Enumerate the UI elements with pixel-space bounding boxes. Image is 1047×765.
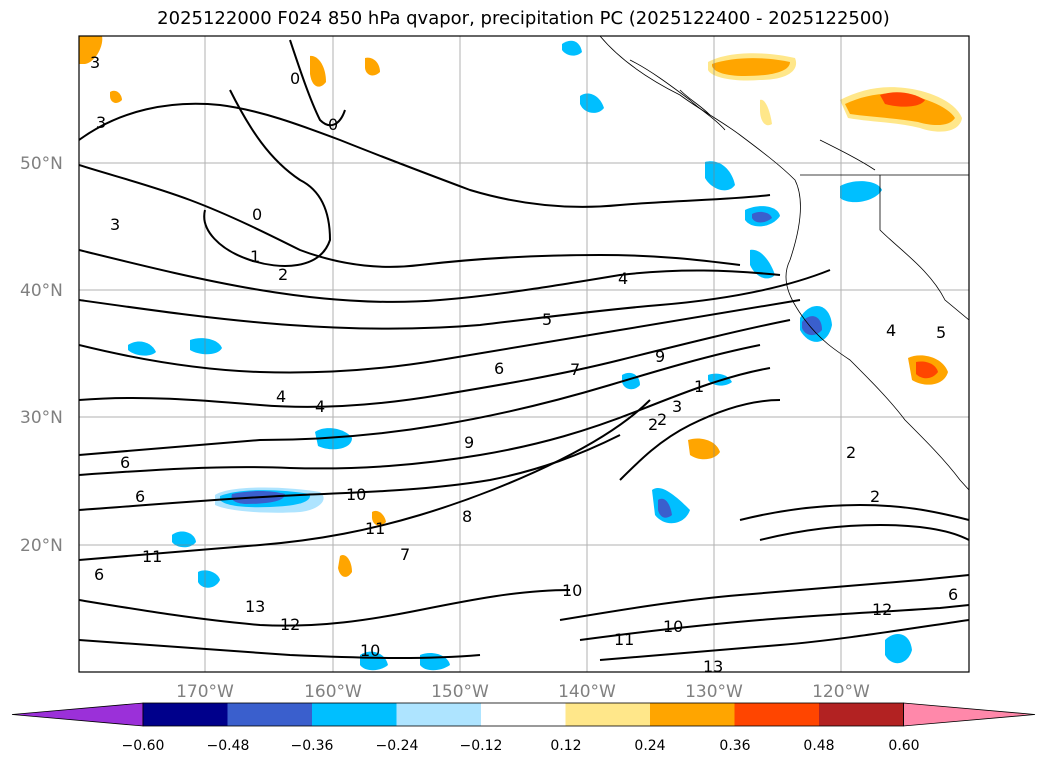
lat-label-40: 40°N: [20, 281, 63, 301]
contour-label: 1: [694, 377, 704, 396]
contour-label: 4: [276, 387, 286, 406]
contour-label: 12: [280, 615, 300, 634]
coastlines: [599, 36, 969, 491]
contour-label: 0: [328, 115, 338, 134]
colorbar-tick: −0.36: [291, 738, 334, 754]
contour-label: 6: [94, 565, 104, 584]
contour-label: 5: [542, 310, 552, 329]
contour-label: 3: [96, 113, 106, 132]
contour-label: 2: [870, 487, 880, 506]
contour-label: 2: [657, 410, 667, 429]
latitude-labels: 50°N 40°N 30°N 20°N: [20, 154, 63, 556]
colorbar-tick: −0.12: [460, 738, 503, 754]
contour-label: 1: [250, 247, 260, 266]
colorbar-segment: [819, 703, 904, 726]
contour-label: 11: [614, 630, 634, 649]
colorbar-extend-right: [903, 702, 1036, 727]
contour-label: 9: [655, 347, 665, 366]
map-frame: [78, 35, 970, 673]
contour-label: 13: [703, 657, 723, 676]
colorbar-segment: [481, 703, 566, 726]
contour-label: 10: [562, 581, 582, 600]
colorbar-segment: [396, 703, 482, 726]
positive-precip-patches: [79, 36, 962, 577]
lon-label-170w: 170°W: [176, 682, 234, 702]
map-title: 2025122000 F024 850 hPa qvapor, precipit…: [157, 8, 890, 29]
colorbar-segment: [734, 703, 820, 726]
colorbar-tick: −0.48: [207, 738, 250, 754]
lat-label-30: 30°N: [20, 408, 63, 428]
lat-label-50: 50°N: [20, 154, 63, 174]
contour-label: 3: [672, 397, 682, 416]
contour-label: 3: [90, 53, 100, 72]
longitude-labels: 170°W 160°W 150°W 140°W 130°W 120°W: [176, 682, 870, 702]
colorbar-tick: −0.24: [376, 738, 419, 754]
colorbar-tick: 0.48: [803, 738, 834, 754]
colorbar-segment: [227, 703, 313, 726]
contour-label: 6: [494, 359, 504, 378]
lon-label-150w: 150°W: [431, 682, 489, 702]
contour-label: 5: [936, 323, 946, 342]
colorbar-tick: 0.24: [634, 738, 665, 754]
contour-label: 2: [278, 265, 288, 284]
contour-label: 4: [618, 269, 628, 288]
contour-labels: 3 0 3 0 0 3 1 2 4 5 6 7 8 9 9 10 11 13 1…: [90, 53, 958, 676]
colorbar-extend-left: [11, 702, 144, 727]
contour-label: 6: [120, 453, 130, 472]
contour-label: 12: [872, 600, 892, 619]
contour-label: 3: [110, 215, 120, 234]
contour-label: 11: [142, 547, 162, 566]
contour-label: 7: [400, 545, 410, 564]
contour-label: 0: [290, 69, 300, 88]
lon-label-140w: 140°W: [558, 682, 616, 702]
colorbar-segment: [143, 703, 228, 726]
contour-label: 9: [464, 433, 474, 452]
contour-label: 11: [365, 519, 385, 538]
colorbar-tick: 0.60: [888, 738, 919, 754]
contour-label: 7: [570, 360, 580, 379]
contour-label: 10: [346, 485, 366, 504]
colorbar-segment: [312, 703, 397, 726]
contour-label: 6: [135, 487, 145, 506]
contour-label: 2: [648, 415, 658, 434]
colorbar: [11, 702, 1036, 727]
lon-label-120w: 120°W: [812, 682, 870, 702]
contour-label: 4: [886, 321, 896, 340]
qvapor-contours: [79, 39, 969, 661]
colorbar-tick: −0.60: [122, 738, 165, 754]
colorbar-tick: 0.36: [719, 738, 750, 754]
colorbar-frame: [142, 702, 904, 727]
colorbar-tick: 0.12: [550, 738, 581, 754]
map-plot-area: 3 0 3 0 0 3 1 2 4 5 6 7 8 9 9 10 11 13 1…: [79, 36, 969, 676]
contour-label: 4: [315, 397, 325, 416]
contour-label: 8: [462, 507, 472, 526]
contour-label: 10: [663, 617, 683, 636]
contour-label: 2: [846, 443, 856, 462]
contour-label: 6: [948, 585, 958, 604]
lon-label-160w: 160°W: [304, 682, 362, 702]
colorbar-ticks: −0.60 −0.48 −0.36 −0.24 −0.12 0.12 0.24 …: [122, 738, 920, 754]
lat-label-20: 20°N: [20, 536, 63, 556]
contour-label: 10: [360, 641, 380, 660]
colorbar-segment: [650, 703, 735, 726]
lon-label-130w: 130°W: [685, 682, 743, 702]
contour-label: 0: [252, 205, 262, 224]
colorbar-segment: [565, 703, 651, 726]
contour-label: 13: [245, 597, 265, 616]
